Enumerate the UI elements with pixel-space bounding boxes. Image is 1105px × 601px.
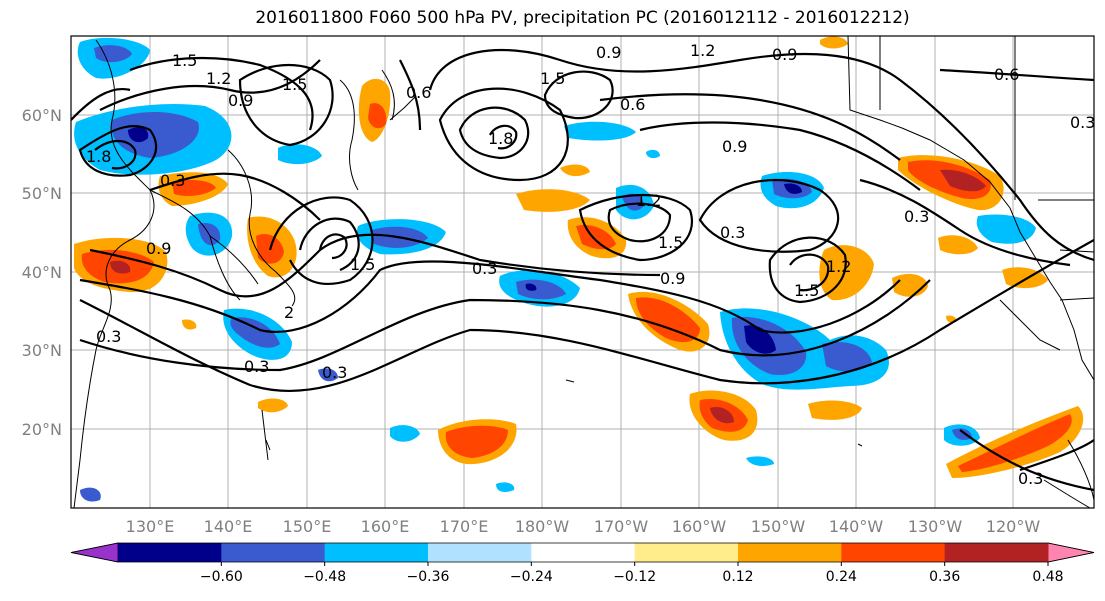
lon-label: 150°E (283, 517, 332, 536)
contour-label: 0.3 (322, 363, 347, 382)
lon-label: 140°W (829, 517, 884, 536)
lat-label: 40°N (22, 263, 62, 282)
contour-label: 0.9 (228, 91, 253, 110)
lon-label: 130°E (126, 517, 175, 536)
lat-label: 50°N (22, 184, 62, 203)
contour-label: 0.9 (596, 43, 621, 62)
lon-label: 130°W (908, 517, 963, 536)
colorbar-segment (841, 543, 946, 562)
lat-label: 30°N (22, 341, 62, 360)
colorbar: −0.60 −0.48 −0.36 −0.24 −0.12 0.12 0.24 0.36 0.4… (70, 542, 1095, 585)
lon-label: 170°E (440, 517, 489, 536)
lon-label: 160°W (672, 517, 727, 536)
contour-label: 1.5 (540, 69, 565, 88)
colorbar-extend-min (70, 542, 119, 563)
contour-label: 1.8 (488, 129, 513, 148)
contour-label: 1.2 (690, 41, 715, 60)
map-frame (70, 35, 1095, 509)
colorbar-segment (944, 543, 1049, 562)
contour-label: 0.9 (146, 239, 171, 258)
contour-label: 0.3 (720, 223, 745, 242)
contour-labels: 1.5 1.2 0.9 1.5 0.6 1.5 1.8 1.2 0.9 0.6 … (86, 41, 1095, 488)
contour-label: 0.3 (244, 357, 269, 376)
contour-label: 0.9 (722, 137, 747, 156)
colorbar-tick-label: 0.48 (1032, 569, 1063, 585)
contour-label: 1.5 (282, 75, 307, 94)
latitude-labels: 60°N 50°N 40°N 30°N 20°N (22, 106, 62, 439)
colorbar-segment (428, 543, 532, 562)
contour-label: 0.9 (660, 269, 685, 288)
contour-label: 0.3 (1070, 113, 1095, 132)
colorbar-tick-label: −0.36 (407, 569, 450, 585)
colorbar-segment (324, 543, 429, 562)
contour-label: 1.5 (172, 51, 197, 70)
colorbar-segment (221, 543, 326, 562)
lat-label: 20°N (22, 420, 62, 439)
contour-label: 0.6 (406, 83, 431, 102)
colorbar-tick-label: −0.12 (613, 569, 656, 585)
colorbar-tick-label: 0.36 (929, 569, 960, 585)
colorbar-tick-label: 0.24 (826, 569, 857, 585)
lon-label: 120°W (986, 517, 1041, 536)
contour-label: 1.8 (86, 147, 111, 166)
colorbar-outline (70, 542, 1095, 563)
contour-label: 0.3 (96, 327, 121, 346)
contour-label: 1.5 (350, 255, 375, 274)
contour-label: 1.2 (826, 257, 851, 276)
colorbar-tick-label: 0.12 (722, 569, 753, 585)
contour-label: 1.2 (636, 191, 661, 210)
lon-label: 150°W (751, 517, 806, 536)
contour-label: 1.5 (794, 281, 819, 300)
colorbar-segment (531, 543, 636, 562)
lat-label: 60°N (22, 106, 62, 125)
coastlines (71, 36, 1094, 508)
colorbar-segment (738, 543, 842, 562)
colorbar-tick-label: −0.24 (510, 569, 553, 585)
colorbar-extend-max (1047, 542, 1095, 563)
contour-label: 1.5 (658, 233, 683, 252)
lon-label: 180°W (515, 517, 570, 536)
lon-label: 160°E (361, 517, 410, 536)
longitude-labels: 130°E 140°E 150°E 160°E 170°E 180°W 170°… (126, 517, 1041, 536)
contour-label: 0.6 (994, 65, 1019, 84)
colorbar-segment (634, 543, 739, 562)
contour-label: 0.3 (472, 259, 497, 278)
precip-positive-areas (74, 36, 1084, 478)
colorbar-ticks: −0.60 −0.48 −0.36 −0.24 −0.12 0.12 0.24 0.36 0.4… (200, 562, 1064, 585)
pv-contours (71, 48, 1094, 492)
lon-label: 170°W (594, 517, 649, 536)
contour-label: 0.6 (620, 95, 645, 114)
contour-label: 0.3 (160, 171, 185, 190)
contour-label: 1.2 (206, 69, 231, 88)
contour-label: 2 (284, 303, 294, 322)
lon-label: 140°E (204, 517, 253, 536)
colorbar-tick-label: −0.60 (200, 569, 243, 585)
contour-label: 0.9 (772, 45, 797, 64)
contour-label: 0.3 (1018, 469, 1043, 488)
colorbar-segments (70, 542, 1095, 563)
chart-title: 2016011800 F060 500 hPa PV, precipitatio… (255, 8, 910, 28)
colorbar-segment (118, 543, 222, 562)
colorbar-tick-label: −0.48 (303, 569, 346, 585)
contour-label: 0.3 (904, 207, 929, 226)
